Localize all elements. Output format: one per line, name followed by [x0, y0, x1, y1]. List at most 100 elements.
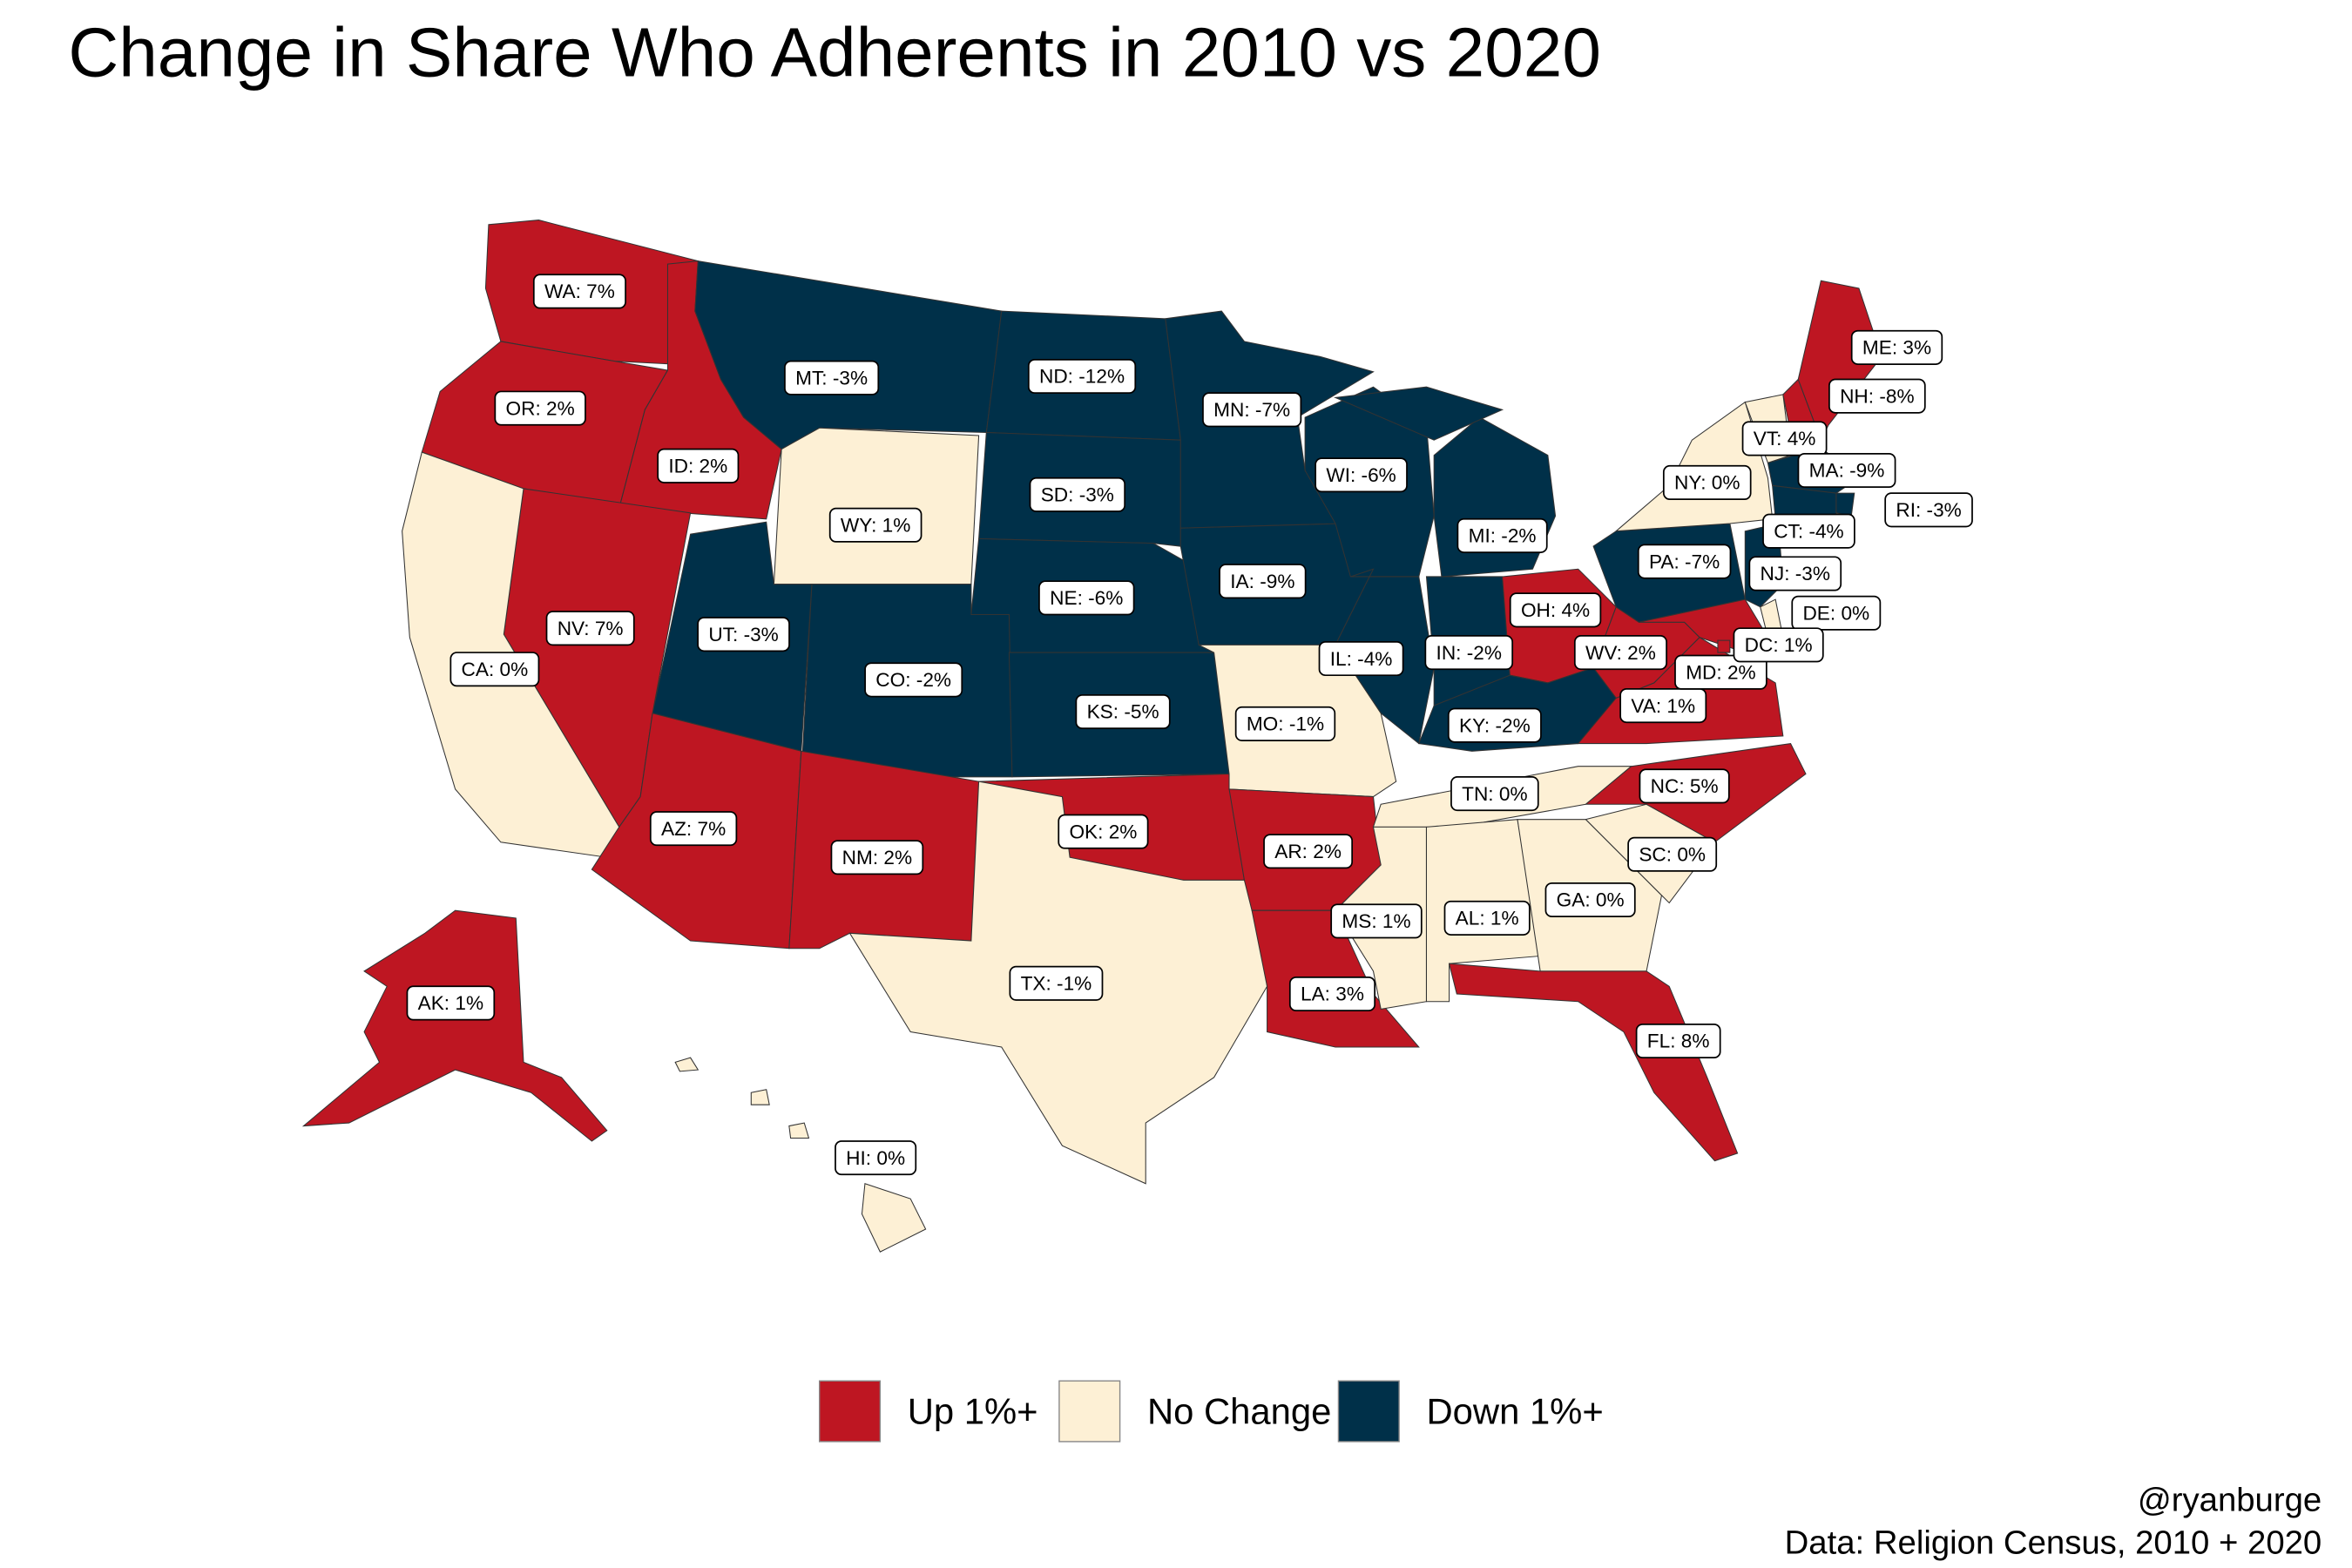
- label-box: [1288, 976, 1376, 1012]
- state-label: WY: 1%: [841, 514, 910, 536]
- state: [750, 1089, 770, 1105]
- state-label: CO: -2%: [875, 669, 951, 691]
- label-box: [406, 985, 496, 1021]
- label-box: [835, 1140, 917, 1176]
- state-label: VT: 4%: [1754, 428, 1816, 449]
- label-box: [1009, 965, 1104, 1001]
- label-box: [1619, 687, 1707, 724]
- legend-swatch: [1337, 1380, 1400, 1443]
- label-box: [1029, 476, 1126, 512]
- state-label: OK: 2%: [1069, 821, 1137, 842]
- state: [1333, 386, 1504, 441]
- label-box: [1447, 707, 1542, 743]
- label-box: [494, 390, 586, 426]
- state-label: NC: 5%: [1651, 775, 1719, 797]
- state-label: RI: -3%: [1896, 499, 1961, 521]
- state: [788, 1122, 810, 1139]
- label-box: [830, 840, 924, 875]
- label-box: [1058, 814, 1149, 849]
- state-label: NH: -8%: [1840, 385, 1915, 407]
- legend-swatch: [1058, 1380, 1121, 1443]
- state-label: NV: 7%: [558, 618, 624, 639]
- state-label: NE: -6%: [1050, 587, 1123, 609]
- state-label: AL: 1%: [1456, 908, 1519, 929]
- state-label: AR: 2%: [1274, 841, 1342, 862]
- caption: @ryanburge: [2138, 1482, 2322, 1519]
- labels: WA: 7% OR: 2% ID: 2% MT: -3% ND: -12% SD: -3%…: [406, 274, 1973, 1176]
- label-box: [1573, 635, 1667, 671]
- label-box: [1219, 564, 1307, 599]
- state: [1717, 639, 1731, 653]
- state-label: MN: -7%: [1213, 399, 1290, 421]
- caption: Data: Religion Census, 2010 + 2020: [1785, 1524, 2322, 1561]
- state-label: KS: -5%: [1087, 701, 1159, 723]
- label-box: [1202, 392, 1302, 428]
- state-label: ND: -12%: [1039, 366, 1125, 388]
- label-box: [1509, 592, 1602, 628]
- legend: Up 1%+ No Change Down 1%+: [818, 1380, 1604, 1443]
- label-box: [1884, 492, 1973, 528]
- state-label: MS: 1%: [1342, 910, 1410, 932]
- state-label: WI: -6%: [1326, 464, 1396, 486]
- state-label: NJ: -3%: [1761, 563, 1830, 585]
- map-root: Change in Share Who Adherents in 2010 vs…: [68, 12, 2322, 1561]
- label-box: [1027, 358, 1137, 395]
- chart-title: Change in Share Who Adherents in 2010 vs…: [68, 12, 1601, 91]
- label-box: [1544, 882, 1636, 918]
- state-label: SD: -3%: [1041, 484, 1114, 506]
- legend-swatch: [818, 1380, 882, 1443]
- state: [301, 909, 608, 1142]
- label-box: [1741, 421, 1828, 456]
- state-label: ID: 2%: [668, 456, 727, 477]
- state-label: IA: -9%: [1230, 571, 1294, 592]
- state: [861, 1183, 927, 1253]
- state: [674, 1057, 700, 1072]
- state-label: IL: -4%: [1330, 648, 1393, 670]
- state-label: PA: -7%: [1649, 551, 1720, 572]
- label-box: [1038, 580, 1135, 616]
- state-label: TX: -1%: [1021, 973, 1092, 995]
- label-box: [1443, 900, 1531, 936]
- state-label: ME: 3%: [1862, 337, 1931, 359]
- state-label: DE: 0%: [1802, 602, 1869, 624]
- label-box: [1456, 517, 1548, 553]
- label-box: [1828, 378, 1926, 414]
- label-box: [1637, 544, 1732, 579]
- label-box: [1674, 654, 1767, 690]
- label-box: [1318, 640, 1404, 677]
- state-label: FL: 8%: [1647, 1031, 1710, 1052]
- state-label: NM: 2%: [842, 847, 912, 868]
- state-label: AK: 1%: [418, 992, 483, 1014]
- state-label: MO: -1%: [1247, 713, 1324, 735]
- label-box: [864, 662, 963, 698]
- label-box: [657, 448, 740, 483]
- label-box: [1797, 452, 1896, 489]
- label-box: [1791, 595, 1882, 631]
- legend-label: Up 1%+: [908, 1391, 1038, 1432]
- label-box: [545, 611, 635, 646]
- state-label: MA: -9%: [1809, 460, 1885, 482]
- state-label: MI: -2%: [1469, 525, 1537, 547]
- label-box: [1639, 768, 1730, 804]
- state-label: CT: -4%: [1774, 520, 1843, 542]
- state-label: OH: 4%: [1521, 599, 1590, 621]
- legend-label: No Change: [1147, 1391, 1331, 1432]
- state-label: SC: 0%: [1639, 843, 1706, 865]
- label-box: [784, 360, 880, 395]
- state: [1448, 963, 1739, 1162]
- state-label: UT: -3%: [708, 624, 778, 645]
- state: [1835, 492, 1855, 517]
- state-label: IN: -2%: [1436, 642, 1502, 664]
- label-box: [1850, 329, 1943, 365]
- label-box: [697, 617, 790, 652]
- label-box: [1315, 457, 1408, 493]
- state-label: WA: 7%: [544, 280, 615, 302]
- legend-label: Down 1%+: [1426, 1391, 1603, 1432]
- label-box: [828, 507, 923, 543]
- state: [773, 427, 980, 585]
- label-box: [1330, 903, 1423, 939]
- state-label: HI: 0%: [846, 1147, 905, 1169]
- label-box: [1263, 834, 1354, 869]
- label-box: [1635, 1023, 1721, 1059]
